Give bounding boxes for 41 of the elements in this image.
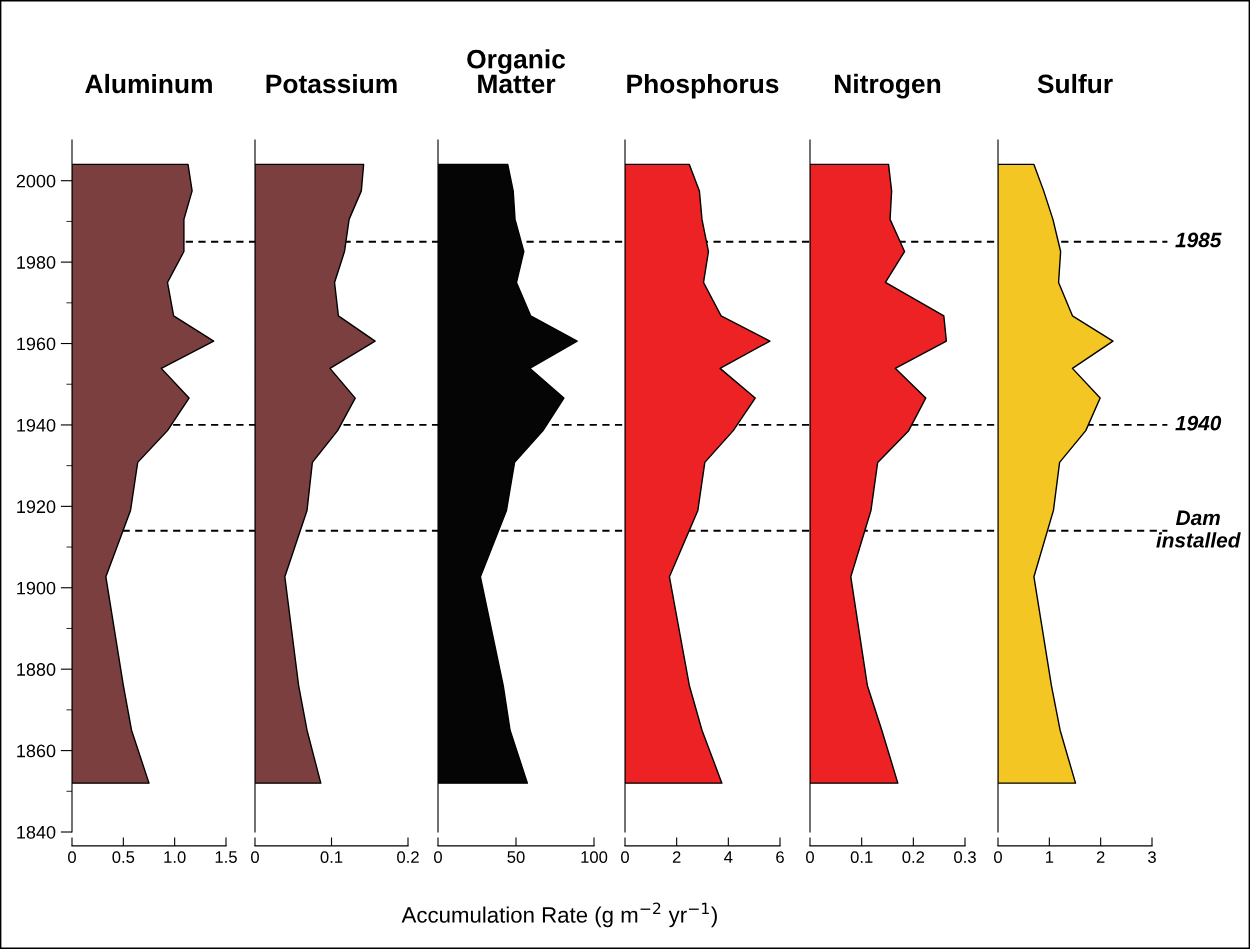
chart-title: Aluminum [85,73,212,94]
chart-title: Nitrogen [835,73,941,99]
x-tick-label: 2 [672,851,681,863]
chart-title: Sulfur [1037,73,1113,94]
ref-line-label: Dam installed [1156,510,1241,548]
x-tick-label: 0.1 [850,851,873,863]
x-tick-label: 1.0 [164,851,186,863]
x-tick-label: 0.2 [902,851,925,863]
x-tick-label: 0.3 [954,851,976,863]
y-tick-label: 1960 [17,337,56,351]
x-tick-label: 1 [1045,851,1054,863]
ref-line-label: 1985 [1175,232,1222,248]
y-tick-label: 1860 [17,744,56,758]
x-tick-label: 50 [507,851,525,863]
x-tick-label: 1.5 [215,851,237,863]
chart-title: Phosphorus [627,73,779,99]
x-tick-label: 0 [621,851,629,863]
x-tick-label: 6 [776,851,784,863]
x-tick-label: 4 [724,851,733,863]
x-tick-label: 0 [994,851,1002,863]
x-tick-label: 0 [68,851,76,863]
x-tick-label: 100 [581,851,608,863]
y-tick-label: 2000 [16,174,56,188]
y-tick-label: 1880 [17,663,56,676]
chart-title: Organic Matter [467,49,566,94]
y-tick-label: 1840 [17,825,56,839]
x-tick-label: 0 [806,851,814,863]
x-axis-title: Accumulation Rate (g m$^{−2}$ yr$^{−1}$) [401,902,717,928]
y-tick-label: 1900 [17,581,56,595]
x-tick-label: 0.5 [112,851,135,863]
chart-title: Potassium [266,73,397,94]
y-tick-label: 1940 [17,418,56,432]
x-tick-label: 0.1 [320,851,343,863]
x-tick-label: 0 [251,851,259,863]
x-tick-label: 0.2 [397,851,419,863]
x-tick-label: 3 [1148,851,1156,863]
x-tick-label: 0 [434,851,442,863]
x-tick-label: 2 [1096,851,1105,863]
y-tick-label: 1920 [17,500,56,514]
y-tick-label: 1980 [17,256,56,269]
ref-line-label: 1940 [1175,415,1222,431]
